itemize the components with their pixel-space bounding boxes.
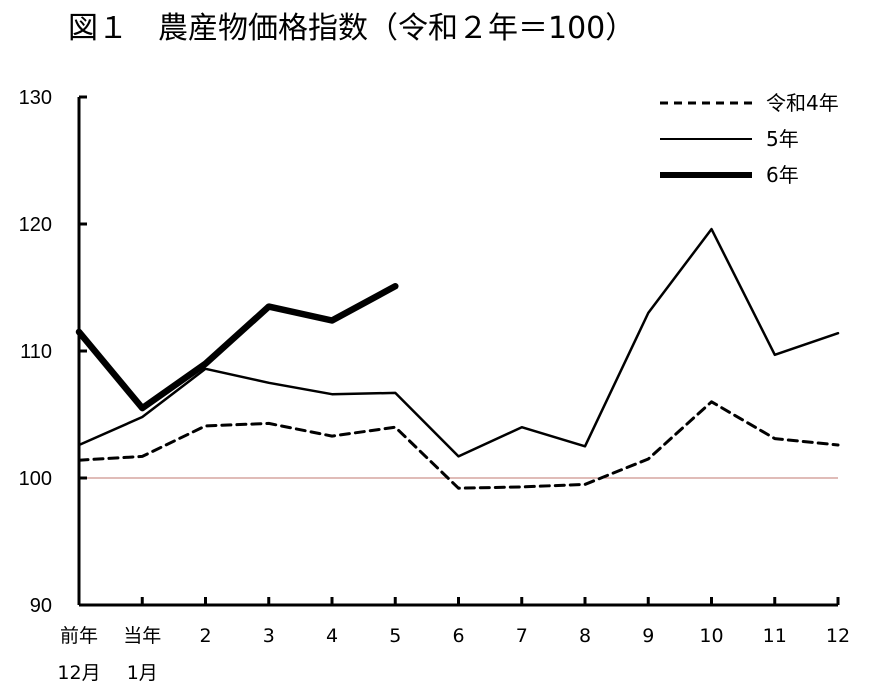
x-tick-label-sub: 1月: [127, 662, 158, 684]
x-tick-label: 5: [389, 625, 401, 647]
chart-title: 図１ 農産物価格指数（令和２年＝100）: [68, 11, 635, 46]
legend-label: 6年: [766, 163, 799, 187]
series-line-thin: [77, 227, 840, 458]
legend-label: 令和4年: [766, 91, 839, 115]
legend: 令和4年 5年 6年: [660, 91, 839, 187]
series-line-dashed: [77, 400, 840, 490]
x-tick-label: 当年: [123, 625, 161, 647]
x-tick-label: 12: [826, 625, 850, 647]
x-tick-label: 9: [642, 625, 654, 647]
x-tick-label-sub: 12月: [57, 662, 100, 684]
x-tick-label: 7: [516, 625, 528, 647]
x-tick-label: 6: [452, 625, 464, 647]
x-tick-label: 2: [199, 625, 211, 647]
y-tick-label: 100: [19, 468, 52, 490]
series-line-thick: [75, 282, 399, 412]
y-tick-label: 90: [30, 595, 52, 617]
x-tick-label: 11: [763, 625, 787, 647]
x-tick-label: 8: [579, 625, 591, 647]
x-tick-label: 3: [263, 625, 275, 647]
x-tick-label: 前年: [60, 625, 98, 647]
y-tick-label: 110: [20, 341, 52, 363]
x-tick-label: 4: [326, 625, 338, 647]
y-tick-label: 130: [19, 87, 52, 109]
x-tick-label: 10: [699, 625, 723, 647]
legend-label: 5年: [766, 127, 799, 151]
y-tick-label: 120: [19, 214, 52, 236]
